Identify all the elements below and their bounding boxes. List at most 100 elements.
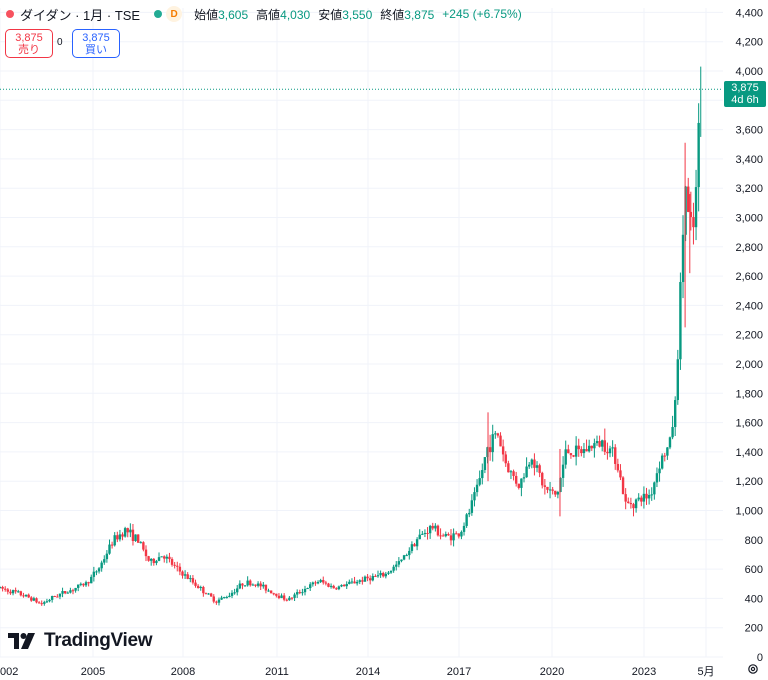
candle-body xyxy=(374,576,377,578)
candle-body xyxy=(520,478,523,488)
candle-body xyxy=(468,512,471,515)
candle-body xyxy=(215,601,218,603)
candle-body xyxy=(22,595,25,597)
settings-gear-icon[interactable] xyxy=(746,662,760,676)
sell-button[interactable]: 3,875 売り xyxy=(5,29,53,58)
open-readout: 始値3,605 xyxy=(194,7,249,22)
candle-body xyxy=(697,122,700,188)
candle-body xyxy=(142,542,145,550)
buy-label: 買い xyxy=(85,43,107,56)
candle-body xyxy=(303,588,307,593)
candle-body xyxy=(640,497,643,502)
candle-body xyxy=(121,534,124,537)
candle-body xyxy=(225,597,229,599)
candle-body xyxy=(392,566,395,571)
candle-body xyxy=(455,533,458,535)
candle-body xyxy=(181,571,184,576)
high-readout: 高値4,030 xyxy=(256,7,311,22)
candle-body xyxy=(66,592,69,594)
candle-body xyxy=(582,449,586,454)
candle-body xyxy=(27,594,30,598)
candle-body xyxy=(483,457,487,471)
candle-body xyxy=(220,597,223,600)
candle-body xyxy=(363,576,367,582)
candle-body xyxy=(295,592,299,595)
sell-price: 3,875 xyxy=(15,31,43,44)
candle-body xyxy=(663,455,666,457)
candle-body xyxy=(444,534,447,537)
time-axis[interactable]: 002 2005 2008 2011 2014 2017 2020 2023 5月 xyxy=(0,666,715,678)
candles xyxy=(0,66,702,606)
candle-body xyxy=(376,575,380,577)
candle-body xyxy=(355,581,359,584)
candle-body xyxy=(650,494,653,496)
candle-body xyxy=(673,400,677,428)
candle-body xyxy=(368,578,372,581)
candle-body xyxy=(439,535,442,537)
candle-body xyxy=(157,557,161,561)
candle-body xyxy=(645,493,648,499)
candle-body xyxy=(632,504,635,509)
market-status-dot xyxy=(154,10,163,18)
candle-body xyxy=(457,533,461,537)
sell-label: 売り xyxy=(18,43,40,56)
candle-body xyxy=(150,558,153,561)
candle-body xyxy=(603,440,607,452)
candle-body xyxy=(32,598,36,601)
candle-body xyxy=(316,581,320,584)
candle-body xyxy=(1,586,4,589)
candle-body xyxy=(533,459,536,468)
candle-body xyxy=(280,595,283,599)
candle-body xyxy=(447,534,450,536)
candle-body xyxy=(494,433,497,435)
tradingview-logo[interactable]: TradingView xyxy=(8,630,153,652)
candle-body xyxy=(262,584,265,587)
candle-body xyxy=(100,562,103,569)
candle-body xyxy=(254,584,257,586)
y-tick-label: 2,800 xyxy=(735,242,763,254)
candle-body xyxy=(30,597,33,601)
candle-body xyxy=(136,534,140,543)
candle-body xyxy=(209,593,213,597)
candle-body xyxy=(165,556,169,559)
candle-body xyxy=(24,594,28,597)
candle-body xyxy=(551,489,554,491)
candle-body xyxy=(314,582,317,584)
candle-body xyxy=(189,578,192,580)
y-tick-label: 600 xyxy=(745,564,763,576)
candle-body xyxy=(587,445,591,452)
candle-body xyxy=(335,588,338,590)
candle-body xyxy=(559,477,562,493)
candle-body xyxy=(462,525,466,532)
candle-body xyxy=(543,485,547,487)
candle-body xyxy=(337,586,341,590)
y-tick-label: 3,400 xyxy=(735,154,763,166)
candle-body xyxy=(593,443,596,449)
candle-body xyxy=(595,441,599,444)
candle-body xyxy=(69,590,72,593)
candle-body xyxy=(0,586,2,589)
y-tick-label: 1,200 xyxy=(735,476,763,488)
x-tick-label: 2008 xyxy=(171,666,195,678)
candle-body xyxy=(413,544,416,547)
y-tick-label: 1,800 xyxy=(735,388,763,400)
candle-body xyxy=(504,454,507,464)
last-price-value: 3,875 xyxy=(731,82,759,94)
x-tick-label: 5月 xyxy=(697,666,714,678)
candle-body xyxy=(428,525,432,534)
symbol-title[interactable]: ダイダン · 1月 · TSE xyxy=(20,7,141,23)
candle-body xyxy=(309,584,312,589)
candle-body xyxy=(290,597,294,599)
candle-body xyxy=(207,593,210,595)
candle-body xyxy=(246,580,249,586)
buy-button[interactable]: 3,875 買い xyxy=(72,29,120,58)
candle-body xyxy=(14,590,17,592)
candle-body xyxy=(87,582,90,584)
candle-body xyxy=(676,359,680,401)
candle-body xyxy=(332,585,335,589)
candle-body xyxy=(241,583,244,586)
candle-body xyxy=(634,499,638,509)
interval-badge[interactable]: D xyxy=(166,6,183,22)
candle-body xyxy=(535,465,539,468)
